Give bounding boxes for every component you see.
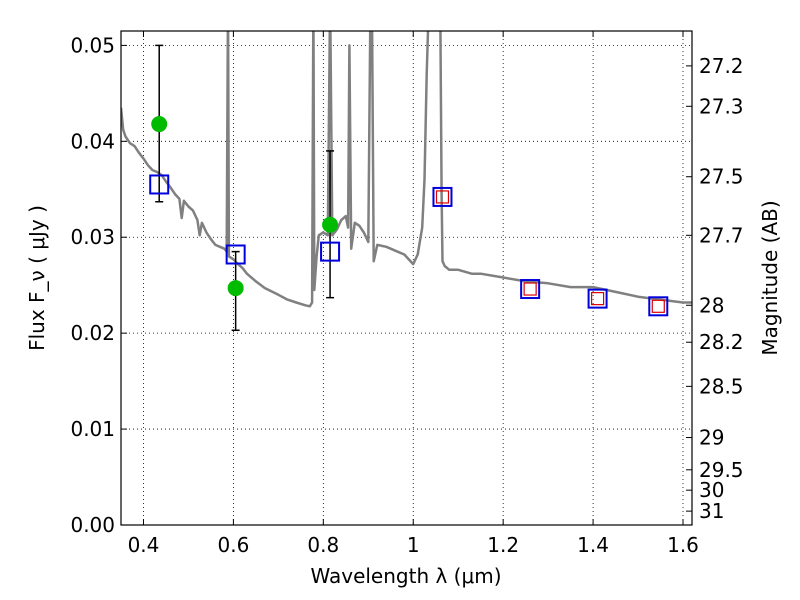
plot-frame — [120, 30, 693, 526]
red-square-point — [435, 190, 450, 204]
blue-square-point — [149, 174, 170, 195]
y-tick-label: 0.03 — [70, 225, 115, 249]
grid-lines — [121, 31, 692, 525]
x-tick-label: 1.4 — [577, 533, 609, 557]
right-tick-label: 31 — [699, 499, 724, 523]
green-point — [322, 216, 339, 233]
red-square-point — [651, 299, 665, 313]
right-tick-label: 30 — [699, 478, 724, 502]
blue-square-point — [432, 186, 453, 207]
right-tick-label: 28.2 — [699, 330, 744, 354]
x-axis-label: Wavelength λ (μm) — [310, 564, 501, 588]
right-tick-label: 27.5 — [699, 165, 744, 189]
blue-square-point — [320, 241, 341, 262]
y-tick-label: 0.02 — [70, 321, 115, 345]
blue-square-point — [225, 244, 246, 265]
x-tick-label: 0.8 — [307, 533, 339, 557]
green-point — [151, 116, 168, 133]
red-square-point — [523, 282, 537, 296]
x-tick-label: 1.2 — [487, 533, 519, 557]
right-tick-label: 27.3 — [699, 94, 744, 118]
sed-model-curve — [121, 31, 692, 308]
y-tick-label: 0.01 — [70, 417, 115, 441]
data-markers — [149, 44, 669, 332]
blue-square-point — [587, 288, 608, 309]
right-tick-label: 27.2 — [699, 54, 744, 78]
red-square-point — [590, 292, 605, 306]
x-tick-label: 1 — [407, 533, 420, 557]
y-tick-label: 0.05 — [70, 33, 115, 57]
right-tick-label: 27.7 — [699, 223, 744, 247]
green-point — [227, 280, 244, 297]
y-axis-label: Flux F_ν ( μJy ) — [25, 205, 49, 351]
x-tick-label: 1.6 — [667, 533, 699, 557]
right-axis-label: Magnitude (AB) — [758, 200, 782, 355]
right-tick-label: 28.5 — [699, 374, 744, 398]
right-tick-label: 28 — [699, 293, 724, 317]
x-tick-label: 0.6 — [217, 533, 249, 557]
blue-square-point — [648, 296, 669, 317]
y-tick-label: 0.04 — [70, 129, 115, 153]
data-series — [121, 31, 692, 308]
blue-square-point — [520, 279, 541, 300]
y-tick-label: 0.00 — [70, 513, 115, 537]
axis-ticks: 0.4 0.6 0.8 1 1.2 1.4 1.6 0.00 0.01 0.02 0.03 0.04 0… — [70, 31, 744, 557]
right-tick-label: 29.5 — [699, 458, 744, 482]
right-tick-label: 29 — [699, 426, 724, 450]
x-tick-label: 0.4 — [128, 533, 160, 557]
